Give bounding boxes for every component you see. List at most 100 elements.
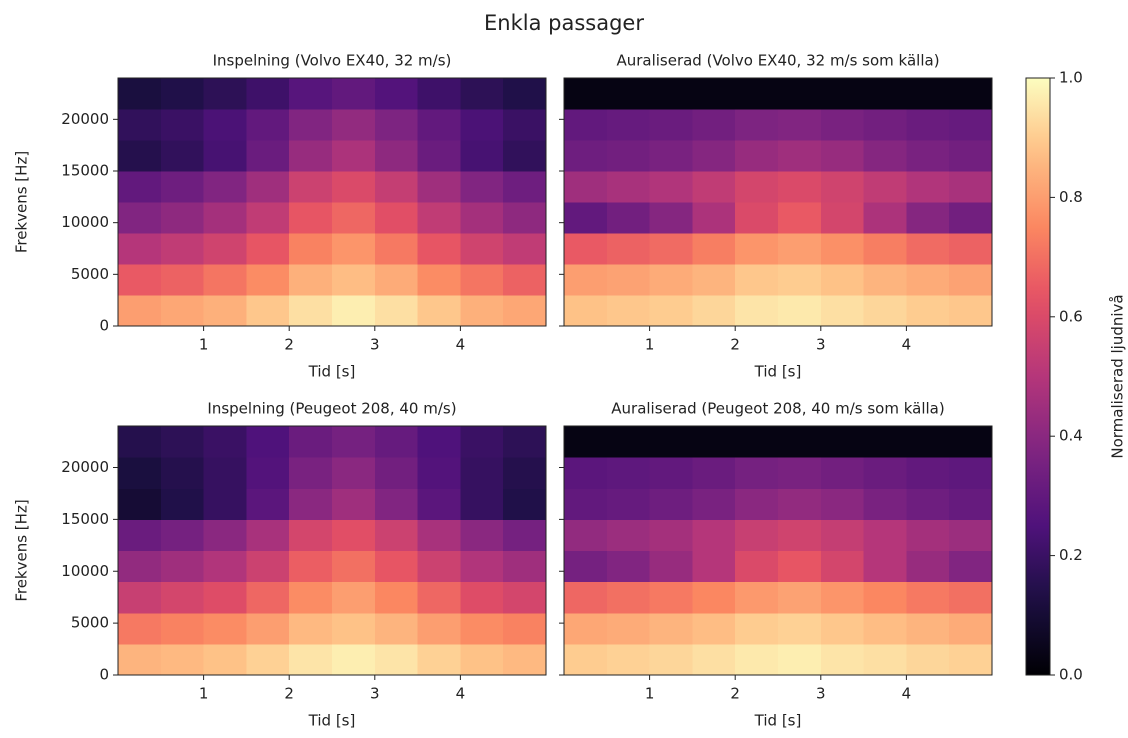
spectrogram-cell [160,519,205,551]
spectrogram-cell [417,581,461,614]
spectrogram-cell [649,612,693,645]
spectrogram-cell [778,140,822,172]
spectrogram-cell [503,202,547,234]
spectrogram-cell [606,109,651,141]
spectrogram-cell [863,171,907,203]
spectrogram-cell [460,264,504,296]
colorbar-tick-label: 1.0 [1059,69,1083,87]
x-tick-label: 4 [456,336,466,354]
y-tick-label: 0 [99,317,109,335]
spectrogram-cell [606,233,651,265]
spectrogram-cell [460,426,504,458]
spectrogram-cell [863,643,907,676]
spectrogram-cell [564,140,608,172]
spectrogram-cell [118,140,162,172]
spectrogram-cell [203,643,247,676]
spectrogram-cell [374,519,419,551]
y-axis-label: Frekvens [Hz] [13,499,31,601]
spectrogram-cell [778,233,822,265]
spectrogram-cell [735,550,779,583]
spectrogram-cell [820,488,865,520]
spectrogram-cell [246,426,290,458]
spectrogram-cell [949,519,993,551]
spectrogram-cell [863,78,907,110]
spectrogram-cell [332,488,376,520]
spectrogram-cell [332,426,376,458]
spectrogram-cell [460,295,504,327]
plot-frame [117,425,547,676]
spectrogram-cell [863,140,907,172]
spectrogram-cell [735,78,779,110]
spectrogram-cell [564,233,608,265]
spectrogram-cell [203,488,247,520]
spectrogram-cell [118,171,162,203]
spectrogram-cell [246,202,290,234]
spectrogram-cell [417,426,461,458]
spectrogram-cell [460,643,504,676]
spectrogram-cell [735,140,779,172]
spectrogram-cell [503,233,547,265]
subplot-title: Auraliserad (Volvo EX40, 32 m/s som käll… [616,52,939,70]
spectrogram-cell [778,78,822,110]
spectrogram-cell [118,550,162,583]
spectrogram-cell [606,171,651,203]
spectrogram-cell [735,109,779,141]
spectrogram-cell [778,550,822,583]
spectrogram-cell [564,550,608,583]
spectrogram-cell [503,643,547,676]
spectrogram-cell [160,78,205,110]
x-tick-label: 3 [816,336,826,354]
spectrogram-cell [417,612,461,645]
spectrogram-cell [203,109,247,141]
spectrogram-cell [820,550,865,583]
spectrogram-cell [606,519,651,551]
spectrogram-cell [332,643,376,676]
spectrogram-cell [246,488,290,520]
spectrogram-cell [246,140,290,172]
spectrogram-cell [503,519,547,551]
spectrogram-cell [606,457,651,489]
subplot-title: Inspelning (Peugeot 208, 40 m/s) [207,400,456,418]
spectrogram-cell [246,295,290,327]
plot-frame [563,425,993,676]
spectrogram-cell [332,295,376,327]
spectrogram-cell [460,550,504,583]
spectrogram-cell [460,519,504,551]
x-tick-label: 4 [902,685,912,703]
spectrogram-cell [374,202,419,234]
spectrogram-cell [692,426,736,458]
spectrogram-cell [417,140,461,172]
spectrogram-cell [332,78,376,110]
spectrogram-cell [778,202,822,234]
spectrogram-cell [606,426,651,458]
spectrogram-cell [778,264,822,296]
spectrogram-cell [692,140,736,172]
spectrogram-cell [649,519,693,551]
spectrogram-cell [649,78,693,110]
spectrogram-cell [564,109,608,141]
spectrogram-cell [374,233,419,265]
spectrogram-cell [692,202,736,234]
spectrogram-cell [649,202,693,234]
spectrogram-cell [503,109,547,141]
spectrogram-cell [735,233,779,265]
spectrogram-cell [949,140,993,172]
spectrogram-cell [949,426,993,458]
spectrogram-cell [118,264,162,296]
spectrogram-cell [203,78,247,110]
spectrogram-cell [417,519,461,551]
x-tick-label: 1 [645,336,655,354]
spectrogram-cell [778,171,822,203]
spectrogram-cell [203,612,247,645]
subplot-title: Auraliserad (Peugeot 208, 40 m/s som käl… [611,400,944,418]
spectrogram-cell [906,295,950,327]
spectrogram-cell [160,550,205,583]
spectrogram-cell [460,612,504,645]
y-tick-label: 5000 [71,265,109,283]
spectrogram-cell [949,233,993,265]
x-tick-label: 3 [370,336,380,354]
spectrogram-cell [118,426,162,458]
spectrogram-cell [118,233,162,265]
x-axis-label: Tid [s] [308,712,356,730]
spectrogram-cell [863,109,907,141]
